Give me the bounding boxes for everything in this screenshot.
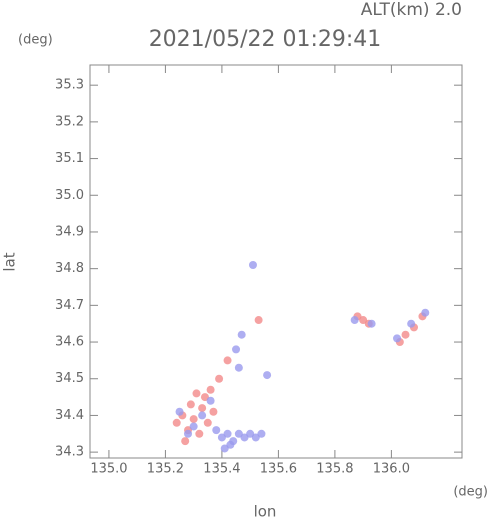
x-axis-label: lon	[254, 503, 277, 521]
echo-point	[246, 429, 255, 438]
echo-point	[350, 316, 359, 325]
echo-point	[189, 422, 198, 431]
y-tick-label: 34.4	[55, 408, 84, 423]
echo-point	[206, 385, 215, 394]
echo-point	[257, 429, 266, 438]
echo-point	[223, 429, 232, 438]
echo-point	[195, 429, 204, 438]
echo-point	[209, 407, 218, 416]
echo-point	[254, 316, 263, 325]
plot-frame	[89, 64, 463, 459]
echo-point	[172, 418, 181, 427]
y-tick-label: 35.0	[55, 188, 84, 203]
echo-point	[359, 316, 368, 325]
y-tick-label: 34.8	[55, 261, 84, 276]
y-tick-label: 35.3	[55, 78, 84, 93]
echo-point	[175, 407, 184, 416]
echo-point	[263, 371, 272, 380]
echo-point	[198, 411, 207, 420]
x-tick-label: 136.0	[373, 462, 410, 477]
y-tick-label: 34.7	[55, 298, 84, 313]
echo-point	[223, 356, 232, 365]
echo-point	[217, 433, 226, 442]
chart-title: 2021/05/22 01:29:41	[149, 27, 382, 52]
echo-point	[198, 404, 207, 413]
y-tick-label: 35.1	[55, 151, 84, 166]
echo-point	[232, 345, 241, 354]
y-tick-label: 34.9	[55, 224, 84, 239]
y-tick-label: 34.6	[55, 335, 84, 350]
x-tick-label: 135.4	[203, 462, 240, 477]
echo-point	[407, 319, 416, 328]
echo-point	[237, 330, 246, 339]
echo-point	[234, 363, 243, 372]
echo-point	[240, 433, 249, 442]
echo-point	[367, 319, 376, 328]
echo-point	[248, 260, 257, 269]
x-tick-label: 135.0	[90, 462, 127, 477]
y-axis-label: lat	[1, 252, 19, 271]
echo-point	[189, 415, 198, 424]
altitude-label: ALT(km) 2.0	[361, 0, 462, 20]
echo-point	[401, 330, 410, 339]
echo-point	[234, 429, 243, 438]
y-tick-label: 34.3	[55, 445, 84, 460]
echo-point	[203, 418, 212, 427]
x-tick-label: 135.8	[316, 462, 353, 477]
y-tick-label: 34.5	[55, 371, 84, 386]
echo-point	[192, 389, 201, 398]
y-unit: (deg)	[18, 33, 53, 48]
x-tick-label: 135.2	[147, 462, 184, 477]
echo-point	[215, 374, 224, 383]
x-unit: (deg)	[453, 485, 488, 500]
echo-point	[393, 334, 402, 343]
echo-point	[186, 400, 195, 409]
echo-point	[251, 433, 260, 442]
echo-point	[421, 308, 430, 317]
echo-point	[212, 426, 221, 435]
echo-point	[226, 440, 235, 449]
echo-point	[184, 429, 193, 438]
echo-point	[200, 393, 209, 402]
y-tick-label: 35.2	[55, 114, 84, 129]
echo-point	[206, 396, 215, 405]
x-tick-label: 135.6	[260, 462, 297, 477]
echo-point	[220, 444, 229, 453]
echo-point	[181, 437, 190, 446]
